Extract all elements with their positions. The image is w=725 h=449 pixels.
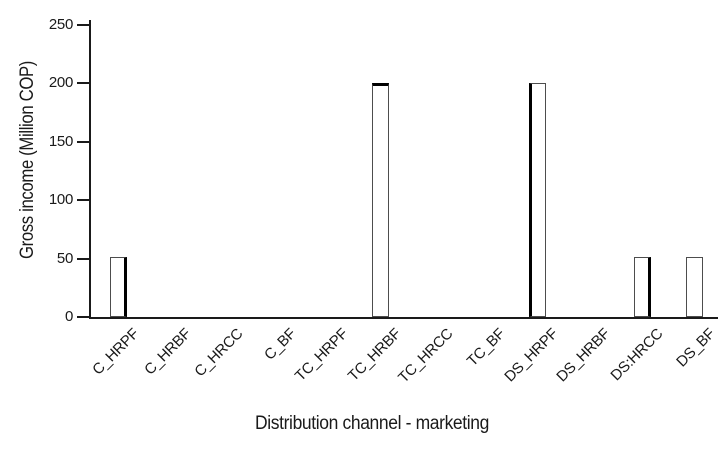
y-tick-mark — [77, 82, 89, 85]
y-tick-mark — [77, 257, 89, 260]
y-tick-label: 200 — [48, 74, 73, 92]
y-tick-label: 250 — [48, 16, 73, 33]
bar-TC_HRBF — [372, 83, 389, 317]
y-tick-label: 150 — [48, 132, 73, 150]
bar-C_HRPF — [110, 257, 127, 317]
bar-DS_HRPF — [529, 83, 547, 317]
y-axis-line — [89, 20, 91, 319]
y-tick-mark — [77, 199, 89, 202]
y-tick-label: 50 — [56, 249, 73, 267]
bar-DS_BF — [686, 257, 704, 317]
bar-DS:HRCC — [634, 257, 651, 317]
y-tick-mark — [77, 140, 89, 143]
y-tick-mark — [77, 316, 89, 318]
x-axis-line — [89, 317, 718, 319]
y-tick-label: 100 — [48, 191, 73, 209]
x-axis-title: Distribution channel - marketing — [254, 413, 490, 434]
y-tick-label: 0 — [64, 308, 73, 325]
y-tick-mark — [77, 24, 89, 26]
